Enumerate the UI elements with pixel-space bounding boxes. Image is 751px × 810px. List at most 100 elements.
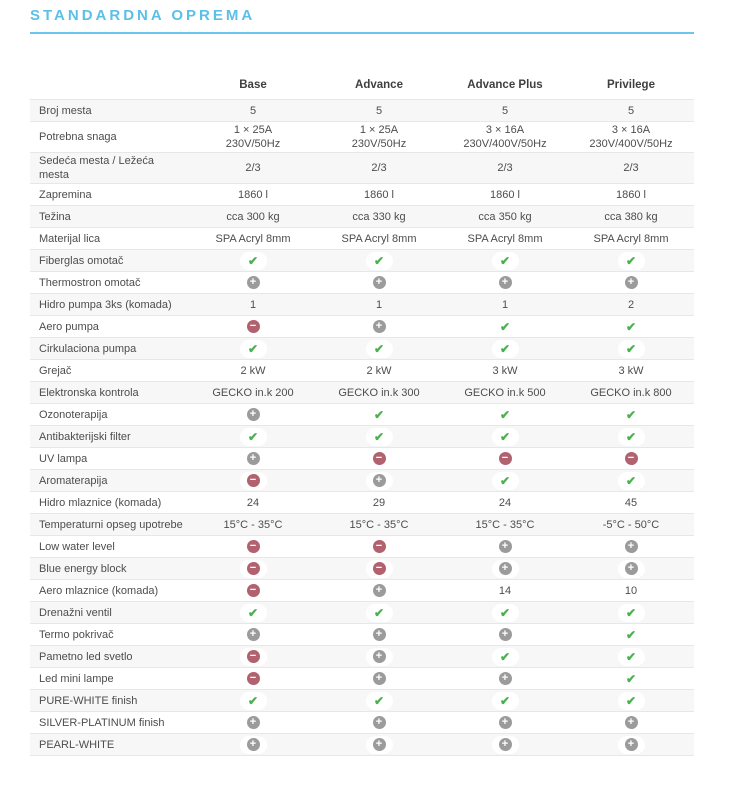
column-header: Privilege — [607, 79, 655, 91]
check-icon: ✔ — [239, 603, 267, 622]
feature-value-cell: − — [568, 447, 694, 470]
check-icon: ✔ — [365, 251, 393, 270]
feature-value-cell: ✔ — [442, 689, 568, 712]
plus-icon: + — [617, 735, 645, 754]
check-glyph: ✔ — [373, 341, 385, 356]
check-glyph: ✔ — [499, 693, 511, 708]
minus-glyph: − — [246, 474, 260, 487]
feature-label: Drenažni ventil — [30, 601, 190, 624]
feature-label: Broj mesta — [30, 99, 190, 122]
check-icon: ✔ — [365, 691, 393, 710]
feature-value-cell: ✔ — [568, 337, 694, 360]
feature-value-cell: ✔ — [190, 249, 316, 272]
check-glyph: ✔ — [247, 605, 259, 620]
minus-glyph: − — [624, 452, 638, 465]
minus-icon: − — [365, 537, 393, 556]
feature-label: SILVER-PLATINUM finish — [30, 711, 190, 734]
check-icon: ✔ — [491, 251, 519, 270]
title-underline — [30, 32, 694, 34]
feature-value-cell: ✔ — [442, 601, 568, 624]
feature-value-cell: + — [442, 557, 568, 580]
plus-icon: + — [365, 471, 393, 490]
feature-value-cell: ✔ — [568, 469, 694, 492]
minus-glyph: − — [372, 452, 386, 465]
plus-icon: + — [491, 735, 519, 754]
feature-value: 1860 l — [442, 183, 568, 206]
feature-label: Zapremina — [30, 183, 190, 206]
feature-value: 15°C - 35°C — [442, 513, 568, 536]
page-title: STANDARDNA OPREMA — [30, 7, 256, 24]
feature-value-cell: ✔ — [316, 425, 442, 448]
feature-label: PURE-WHITE finish — [30, 689, 190, 712]
check-glyph: ✔ — [625, 319, 637, 334]
minus-icon: − — [239, 471, 267, 490]
feature-value-cell: − — [190, 535, 316, 558]
feature-value: 2 kW — [316, 359, 442, 382]
table-row: Materijal lica SPA Acryl 8mm SPA Acryl 8mm… — [30, 227, 694, 250]
feature-value-cell: ✔ — [316, 337, 442, 360]
minus-icon: − — [491, 449, 519, 468]
feature-value-cell: ✔ — [316, 403, 442, 426]
feature-value: 3 × 16A 230V/400V/50Hz — [568, 121, 694, 153]
feature-value: 15°C - 35°C — [316, 513, 442, 536]
feature-value-cell: + — [316, 711, 442, 734]
minus-icon: − — [239, 317, 267, 336]
feature-value: cca 300 kg — [190, 205, 316, 228]
feature-value-cell: + — [316, 733, 442, 756]
check-icon: ✔ — [617, 339, 645, 358]
plus-glyph: + — [498, 562, 512, 575]
feature-value-cell: ✔ — [316, 601, 442, 624]
table-row: Aero pumpa − + ✔ ✔ — [30, 315, 694, 338]
feature-value: 24 — [442, 491, 568, 514]
feature-label: Aromaterapija — [30, 469, 190, 492]
check-glyph: ✔ — [499, 429, 511, 444]
feature-value-cell: + — [316, 645, 442, 668]
table-row: Led mini lampe − + + ✔ — [30, 667, 694, 690]
plus-glyph: + — [246, 716, 260, 729]
feature-value-cell: ✔ — [442, 645, 568, 668]
feature-value-cell: + — [316, 667, 442, 690]
feature-label: Grejač — [30, 359, 190, 382]
table-row: Zapremina 1860 l 1860 l 1860 l 1860 l — [30, 183, 694, 206]
check-icon: ✔ — [365, 603, 393, 622]
feature-value-cell: ✔ — [568, 315, 694, 338]
feature-value-cell: + — [316, 315, 442, 338]
table-row: Drenažni ventil ✔ ✔ ✔ ✔ — [30, 601, 694, 624]
feature-value-cell: − — [316, 447, 442, 470]
feature-label: Aero pumpa — [30, 315, 190, 338]
feature-value-cell: + — [190, 271, 316, 294]
feature-label: Hidro mlaznice (komada) — [30, 491, 190, 514]
feature-value: SPA Acryl 8mm — [442, 227, 568, 250]
check-icon: ✔ — [491, 603, 519, 622]
plus-icon: + — [365, 647, 393, 666]
table-row: Termo pokrivač + + + ✔ — [30, 623, 694, 646]
feature-value-cell: − — [190, 557, 316, 580]
check-icon: ✔ — [617, 647, 645, 666]
check-glyph: ✔ — [625, 605, 637, 620]
table-row: Ozonoterapija + ✔ ✔ ✔ — [30, 403, 694, 426]
check-icon: ✔ — [617, 625, 645, 644]
feature-value: 14 — [442, 579, 568, 602]
check-glyph: ✔ — [625, 627, 637, 642]
plus-glyph: + — [498, 672, 512, 685]
feature-value-cell: ✔ — [568, 425, 694, 448]
table-row: Pametno led svetlo − + ✔ ✔ — [30, 645, 694, 668]
check-glyph: ✔ — [247, 253, 259, 268]
check-icon: ✔ — [491, 471, 519, 490]
plus-glyph: + — [372, 276, 386, 289]
feature-value: 1860 l — [316, 183, 442, 206]
check-icon: ✔ — [239, 339, 267, 358]
feature-value: GECKO in.k 200 — [190, 381, 316, 404]
feature-label: Temperaturni opseg upotrebe — [30, 513, 190, 536]
plus-icon: + — [365, 713, 393, 732]
check-icon: ✔ — [491, 339, 519, 358]
plus-icon: + — [239, 449, 267, 468]
feature-label: Low water level — [30, 535, 190, 558]
feature-label: Fiberglas omotač — [30, 249, 190, 272]
feature-value: 2 kW — [190, 359, 316, 382]
plus-icon: + — [617, 273, 645, 292]
table-row: Težina cca 300 kg cca 330 kg cca 350 kg cca … — [30, 205, 694, 228]
feature-value: 5 — [568, 99, 694, 122]
table-body: Broj mesta 5 5 5 5 Potrebna snaga 1 × 25A 230V… — [30, 99, 694, 756]
check-icon: ✔ — [617, 427, 645, 446]
